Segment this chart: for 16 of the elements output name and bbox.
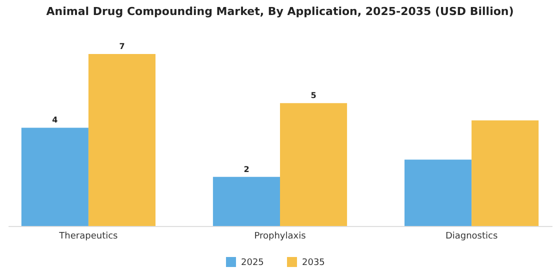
data-label: 7: [119, 42, 125, 51]
bar: [472, 120, 539, 226]
data-label: 4: [52, 116, 58, 125]
bar: [21, 128, 88, 226]
bar: [404, 160, 472, 226]
x-tick-label: Prophylaxis: [254, 232, 306, 242]
data-label: 2: [244, 164, 250, 174]
bar: [212, 176, 280, 226]
legend-label: 2025: [241, 258, 264, 268]
data-label: 5: [310, 91, 317, 100]
x-tick-label: Therapeutics: [58, 232, 118, 242]
chart-title: Animal Drug Compounding Market, By Application, 2025-2035 (USD Billion): [46, 5, 514, 18]
x-tick-label: Diagnostics: [445, 232, 498, 242]
bar: [88, 54, 156, 226]
legend-label: 2035: [302, 258, 325, 268]
bar: [280, 103, 348, 226]
